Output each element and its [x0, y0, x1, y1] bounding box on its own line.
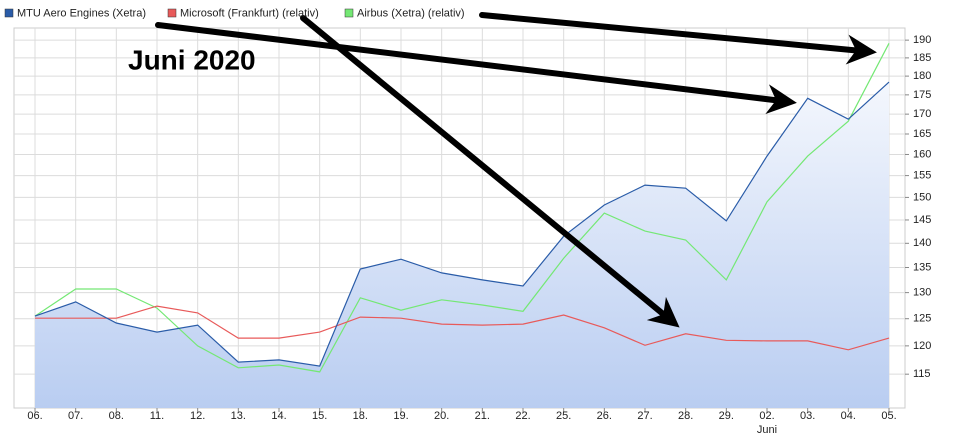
- arrow: [479, 12, 877, 65]
- y-tick-label: 180: [913, 70, 931, 82]
- x-tick-label: 21.: [475, 410, 490, 422]
- y-tick-label: 125: [913, 313, 931, 325]
- legend-swatch: [167, 8, 177, 18]
- line: [34, 81, 890, 367]
- x-tick-label: 25.: [556, 410, 571, 422]
- x-tick-label: 12.: [190, 410, 205, 422]
- x-tick-label: 08.: [109, 410, 124, 422]
- x-tick-label: 26.: [597, 410, 612, 422]
- legend-swatch: [4, 8, 14, 18]
- y-tick-label: 165: [913, 128, 931, 140]
- y-tick-label: 150: [913, 191, 931, 203]
- x-tick-label: 03.: [800, 410, 815, 422]
- line: [35, 305, 890, 351]
- x-tick-label: 20.: [434, 410, 449, 422]
- x-tick-label: 29.: [719, 410, 734, 422]
- x-tick-label: 11.: [150, 410, 164, 422]
- y-tick-label: 170: [913, 108, 931, 120]
- x-tick-label: 19.: [393, 410, 408, 422]
- y-tick-label: 130: [913, 287, 931, 299]
- x-tick-label: 04.: [841, 410, 856, 422]
- legend-swatch: [344, 8, 354, 18]
- y-tick-label: 135: [913, 261, 931, 273]
- x-group-label: Juni: [757, 424, 777, 436]
- legend-label: Microsoft (Frankfurt) (relativ): [180, 7, 319, 19]
- y-tick-label: 190: [913, 34, 931, 46]
- x-tick-label: 02.: [759, 410, 774, 422]
- x-tick-label: 07.: [68, 410, 83, 422]
- legend-label: MTU Aero Engines (Xetra): [17, 7, 146, 19]
- x-tick-label: 28.: [678, 410, 693, 422]
- y-tick-label: 185: [913, 52, 931, 64]
- arrow: [300, 15, 680, 328]
- x-tick-label: 05.: [881, 410, 896, 422]
- x-tick-label: 27.: [637, 410, 652, 422]
- arrows: [155, 12, 877, 328]
- x-tick-label: 15.: [312, 410, 327, 422]
- y-tick-label: 115: [913, 368, 931, 380]
- x-tick-label: 06.: [27, 410, 42, 422]
- x-tick-label: 13.: [231, 410, 246, 422]
- y-tick-label: 120: [913, 340, 931, 352]
- y-tick-label: 145: [913, 214, 931, 226]
- legend-label: Airbus (Xetra) (relativ): [357, 7, 465, 19]
- arrow: [155, 22, 797, 115]
- y-tick-label: 175: [913, 89, 931, 101]
- y-tick-label: 140: [913, 237, 931, 249]
- line: [34, 43, 890, 373]
- annotation: Juni 2020: [128, 44, 256, 75]
- y-tick-label: 160: [913, 148, 931, 160]
- x-tick-label: 14.: [271, 410, 286, 422]
- y-tick-label: 155: [913, 170, 931, 182]
- x-tick-label: 22.: [515, 410, 530, 422]
- x-tick-label: 18.: [353, 410, 368, 422]
